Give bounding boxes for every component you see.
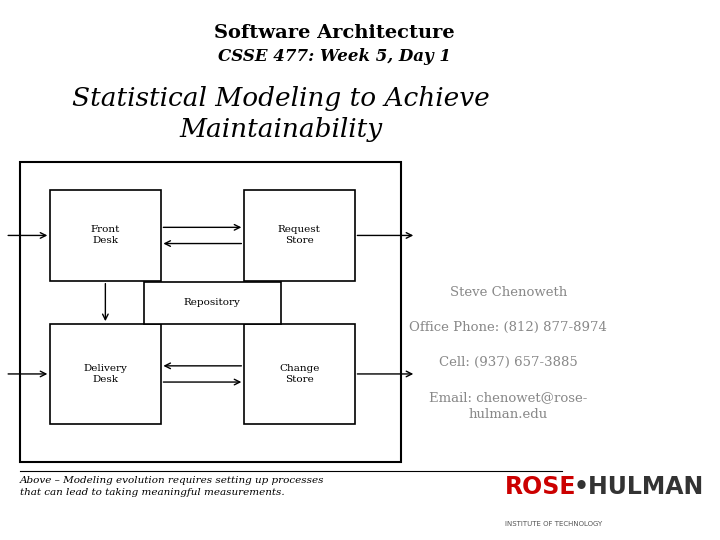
Bar — [50, 324, 161, 424]
Text: Steve Chenoweth: Steve Chenoweth — [450, 286, 567, 299]
Text: Front
Desk: Front Desk — [91, 225, 120, 246]
Text: Change
Store: Change Store — [279, 364, 320, 384]
Text: Email: chenowet@rose-
hulman.edu: Email: chenowet@rose- hulman.edu — [429, 392, 588, 421]
Text: INSTITUTE OF TECHNOLOGY: INSTITUTE OF TECHNOLOGY — [505, 521, 603, 526]
Text: Request
Store: Request Store — [278, 225, 321, 246]
Text: CSSE 477: Week 5, Day 1: CSSE 477: Week 5, Day 1 — [218, 48, 451, 64]
Bar — [50, 190, 161, 281]
Text: Above – Modeling evolution requires setting up processes
that can lead to taking: Above – Modeling evolution requires sett… — [20, 476, 325, 497]
Text: Cell: (937) 657-3885: Cell: (937) 657-3885 — [439, 356, 578, 369]
Bar — [20, 162, 401, 462]
Bar — [244, 190, 354, 281]
Text: Delivery
Desk: Delivery Desk — [84, 364, 127, 384]
Text: Repository: Repository — [184, 299, 241, 307]
Text: Office Phone: (812) 877-8974: Office Phone: (812) 877-8974 — [410, 321, 608, 334]
Text: ROSE: ROSE — [505, 476, 577, 500]
Bar — [144, 282, 281, 324]
Text: •HULMAN: •HULMAN — [574, 476, 704, 500]
Text: Statistical Modeling to Achieve
Maintainability: Statistical Modeling to Achieve Maintain… — [72, 86, 490, 143]
Bar — [244, 324, 354, 424]
Text: Software Architecture: Software Architecture — [214, 24, 455, 42]
